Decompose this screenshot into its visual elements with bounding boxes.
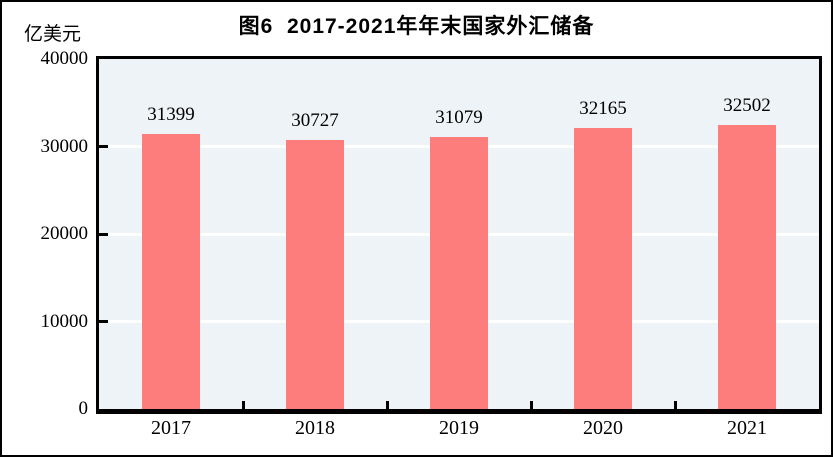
x-axis-tick-label: 2019 [439, 417, 479, 439]
x-axis-tick-label: 2020 [583, 417, 623, 439]
bar [286, 140, 344, 409]
bar [574, 128, 632, 409]
y-axis-tick-label: 0 [78, 398, 89, 419]
bar-value-label: 31079 [435, 107, 483, 128]
x-axis-tick-label: 2021 [727, 417, 767, 439]
x-axis-tick-label: 2017 [151, 417, 191, 439]
bar [430, 137, 488, 409]
bar-value-label: 32502 [723, 95, 771, 116]
bar [142, 134, 200, 409]
x-axis-tick-mark [529, 401, 533, 409]
y-axis-tick-mark [99, 320, 108, 323]
bar-value-label: 31399 [147, 104, 195, 125]
plot-area: 31399 30727 31079 32165 32502 [96, 56, 822, 414]
bar [718, 125, 776, 409]
y-axis-tick-mark [99, 145, 108, 148]
x-axis-tick-mark [385, 401, 389, 409]
y-axis-tick-label: 30000 [40, 135, 89, 157]
x-axis-tick-mark [241, 401, 245, 409]
y-axis-tick-label: 10000 [40, 310, 89, 332]
x-axis-tick-label: 2018 [295, 417, 335, 439]
y-axis-unit-label: 亿美元 [24, 24, 82, 45]
bar-value-label: 30727 [291, 110, 339, 131]
chart-title: 图6 2017-2021年年末国家外汇储备 [238, 15, 595, 38]
y-axis-tick-label: 20000 [40, 223, 89, 244]
y-axis-tick-mark [99, 232, 108, 236]
y-axis-tick-label: 40000 [40, 48, 89, 69]
bar-value-label: 32165 [579, 98, 627, 119]
x-axis-tick-mark [673, 401, 677, 409]
